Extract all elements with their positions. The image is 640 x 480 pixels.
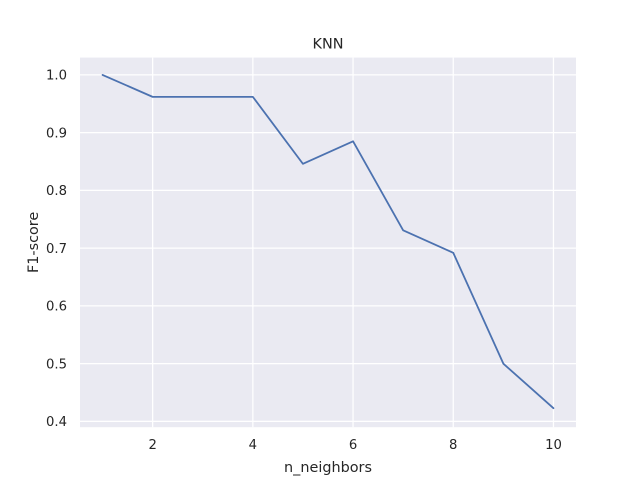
y-tick-label: 1.0: [46, 69, 67, 84]
y-tick-label: 0.5: [46, 357, 67, 372]
y-tick-labels: 0.4 0.5 0.6 0.7 0.8 0.9 1.0: [46, 69, 67, 430]
x-tick-label: 4: [249, 438, 257, 453]
x-tick-label: 8: [449, 438, 457, 453]
y-tick-label: 0.6: [46, 300, 67, 315]
x-tick-label: 2: [148, 438, 156, 453]
series-layer: [101, 74, 555, 410]
y-axis-label: F1-score: [26, 212, 42, 273]
x-tick-label: 6: [349, 438, 357, 453]
y-tick-label: 0.8: [46, 184, 67, 199]
chart-title: KNN: [313, 37, 344, 53]
y-tick-label: 0.9: [46, 126, 67, 141]
x-axis-label: n_neighbors: [284, 460, 372, 476]
series-line: [101, 74, 555, 410]
x-tick-label: 10: [545, 438, 562, 453]
x-gridlines: [152, 57, 555, 428]
y-gridlines: [80, 74, 576, 423]
plot-background: [80, 57, 576, 428]
y-tick-label: 0.7: [46, 242, 67, 257]
y-tick-label: 0.4: [46, 415, 67, 430]
x-tick-labels: 2 4 6 8 10: [148, 438, 561, 453]
